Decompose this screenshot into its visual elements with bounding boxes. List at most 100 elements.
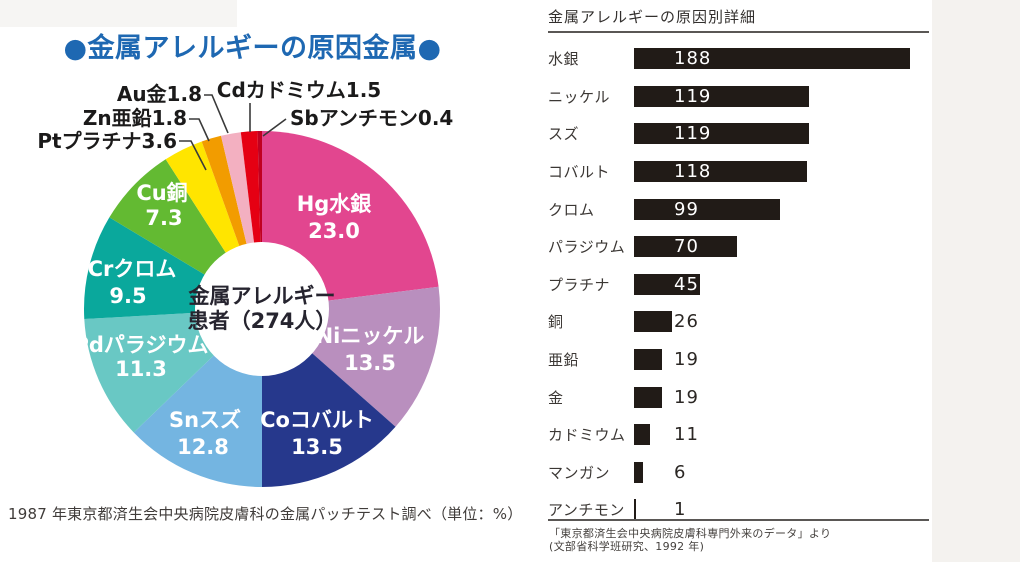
- callout-label: Zn亜鉛1.8: [83, 106, 187, 130]
- slice-label-value: 13.5: [291, 435, 343, 459]
- bar-track: 99: [634, 198, 929, 220]
- bar-value: 11: [674, 424, 699, 446]
- bar-label: ニッケル: [548, 87, 611, 106]
- slice-label-name: Niニッケル: [316, 324, 425, 348]
- bar: [634, 311, 672, 333]
- bar-value: 1: [674, 499, 687, 521]
- slice-label-value: 13.5: [344, 351, 396, 375]
- page-background-strip-top: [0, 0, 237, 27]
- bar-label: スズ: [548, 125, 580, 144]
- bar: [634, 424, 650, 446]
- slice-label-value: 7.3: [145, 206, 182, 230]
- bar-row: 金 19: [548, 378, 929, 416]
- bar-value: 45: [674, 273, 699, 295]
- bar-track: 188: [634, 48, 929, 70]
- callout-label: Sbアンチモン0.4: [290, 106, 453, 130]
- pie-chart-title: ●金属アレルギーの原因金属●: [63, 33, 442, 64]
- bar-row: パラジウム 70: [548, 228, 929, 266]
- donut-hole: [195, 242, 329, 376]
- bar-track: 19: [634, 386, 929, 408]
- bar-label: 銅: [548, 313, 564, 332]
- bar: [634, 198, 780, 220]
- slice-label-name: Coコバルト: [260, 408, 374, 432]
- bar-track: 119: [634, 85, 929, 107]
- bar-value: 188: [674, 48, 712, 70]
- bar-value: 6: [674, 461, 687, 483]
- callout-label: Cdカドミウム1.5: [217, 78, 381, 102]
- callout-line: [262, 118, 287, 137]
- slice-label-name: Pdパラジウム: [73, 333, 208, 357]
- bar-track: 45: [634, 273, 929, 295]
- bar-row: アンチモン 1: [548, 491, 929, 529]
- callout-line: [189, 118, 210, 142]
- donut-slice-labels: Hg水銀 23.0 Niニッケル 13.5 Coコバルト 13.5 Snスズ 12.8 Pdパラ…: [73, 181, 424, 459]
- slice-label-value: 11.3: [115, 357, 167, 381]
- slice-label-name: Hg水銀: [297, 192, 372, 216]
- bar: [634, 236, 737, 258]
- divider-top: [548, 31, 929, 33]
- bar-label: 金: [548, 388, 564, 407]
- bar-source-line1: 「東京都済生会中央病院皮膚科専門外来のデータ」より: [549, 527, 832, 540]
- pie-source-caption: 1987 年東京都済生会中央病院皮膚科の金属パッチテスト調べ（単位：%）: [8, 505, 523, 523]
- bar-label: カドミウム: [548, 426, 626, 445]
- bar-row: 亜鉛 19: [548, 341, 929, 379]
- bar-row: マンガン 6: [548, 454, 929, 492]
- bar-track: 118: [634, 161, 929, 183]
- bar-row: コバルト 118: [548, 153, 929, 191]
- callout-line: [204, 94, 229, 134]
- bar-source-line2: (文部省科学班研究、1992 年): [549, 540, 705, 553]
- bar-row: 水銀 188: [548, 40, 929, 78]
- donut-center-label-line2: 患者（274人）: [188, 309, 337, 333]
- bar-label: アンチモン: [548, 501, 625, 520]
- bar: [634, 273, 700, 295]
- bar: [634, 461, 643, 483]
- callout-line: [179, 140, 207, 171]
- bar: [634, 386, 662, 408]
- bar-label: プラチナ: [548, 275, 611, 294]
- bar-chart-title: 金属アレルギーの原因別詳細: [548, 8, 757, 26]
- bar-track: 6: [634, 461, 929, 483]
- bar-track: 19: [634, 349, 929, 371]
- donut-chart: Hg水銀 23.0 Niニッケル 13.5 Coコバルト 13.5 Snスズ 12.8 Pdパラ…: [37, 78, 453, 487]
- bar-track: 70: [634, 236, 929, 258]
- bar-chart: 水銀 188 ニッケル 119 スズ 119 コバルト 118 クロム 99 パラジウム 70 プラチナ…: [548, 40, 929, 529]
- page-background-strip: [932, 0, 1020, 562]
- bar-row: クロム 99: [548, 190, 929, 228]
- bar-value: 119: [674, 123, 712, 145]
- bar: [634, 48, 910, 70]
- bar: [634, 85, 809, 107]
- bar-label: 亜鉛: [548, 351, 580, 370]
- bar-row: スズ 119: [548, 115, 929, 153]
- bar-value: 19: [674, 386, 699, 408]
- divider-bottom: [548, 519, 929, 521]
- donut-center-label-line1: 金属アレルギー: [188, 284, 336, 308]
- bar: [634, 123, 809, 145]
- bar: [634, 499, 636, 521]
- slice-label-name: Crクロム: [88, 257, 177, 281]
- bar-label: マンガン: [548, 463, 611, 482]
- bar-row: プラチナ 45: [548, 266, 929, 304]
- bar-track: 26: [634, 311, 929, 333]
- bar-value: 19: [674, 349, 699, 371]
- slice-label-name: Snスズ: [169, 408, 241, 432]
- bar-value: 118: [674, 161, 712, 183]
- bar-value: 99: [674, 198, 699, 220]
- bar-value: 119: [674, 85, 712, 107]
- bar-label: コバルト: [548, 163, 611, 182]
- bar-value: 70: [674, 236, 699, 258]
- bar-track: 11: [634, 424, 929, 446]
- bar-label: クロム: [548, 200, 595, 219]
- bar-track: 1: [634, 499, 929, 521]
- bar-label: パラジウム: [548, 238, 626, 257]
- bar-row: カドミウム 11: [548, 416, 929, 454]
- callout-label: Ptプラチナ3.6: [37, 129, 177, 153]
- bar-row: ニッケル 119: [548, 78, 929, 116]
- slice-label-name: Cu銅: [136, 181, 187, 205]
- bar-label: 水銀: [548, 50, 580, 69]
- slice-label-value: 23.0: [308, 219, 360, 243]
- bar-value: 26: [674, 311, 699, 333]
- slice-label-value: 9.5: [109, 284, 146, 308]
- bar-track: 119: [634, 123, 929, 145]
- bar: [634, 349, 662, 371]
